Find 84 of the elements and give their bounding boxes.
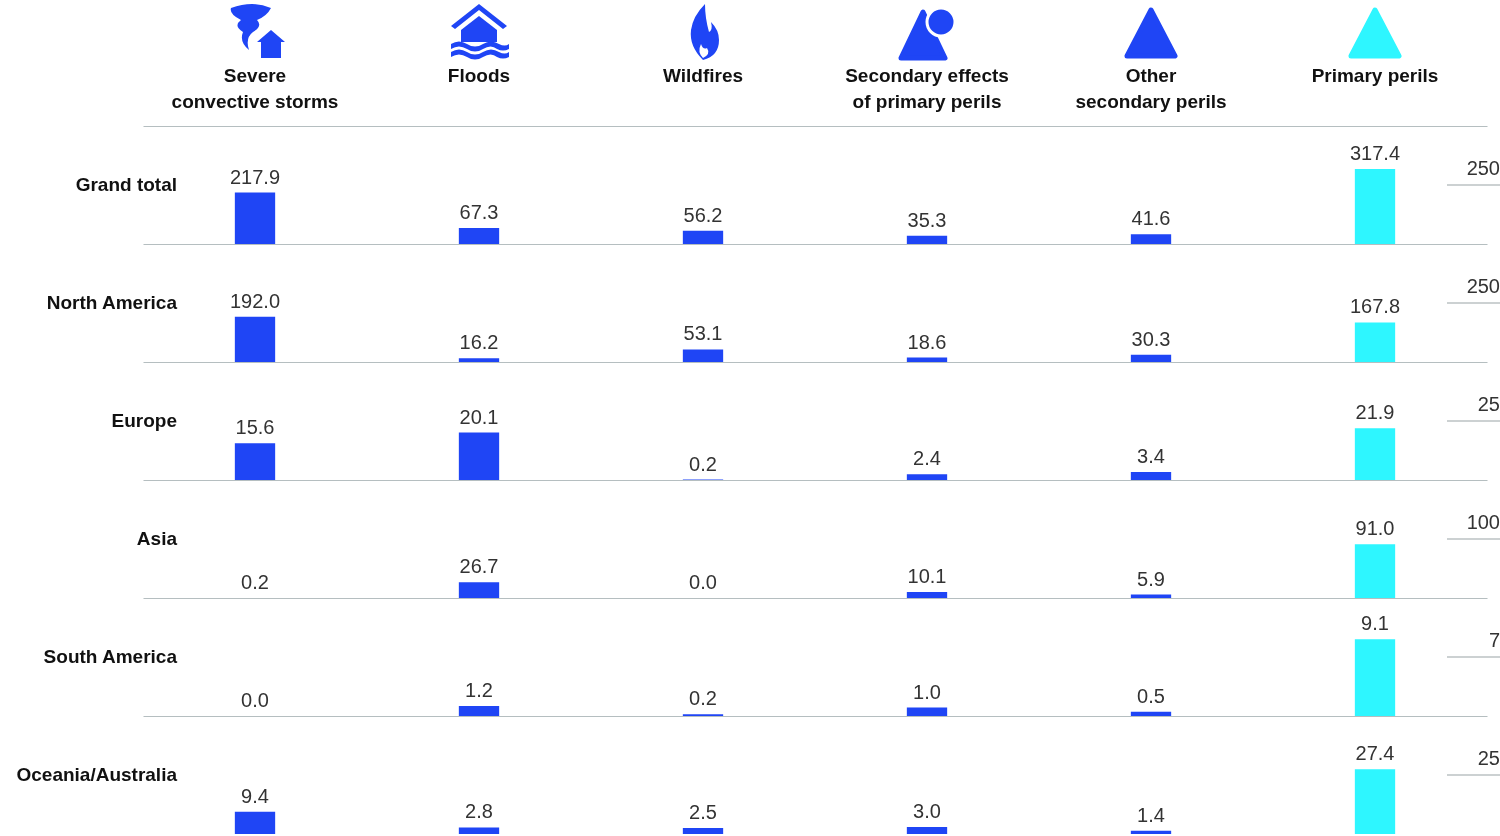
data-label: 0.2 [241,570,269,593]
chart-title: Grand total [75,174,177,195]
bar [1354,169,1396,244]
ref-line-label: 250 [1466,157,1500,179]
data-label: 20.1 [459,405,499,428]
data-label: 0.0 [241,689,269,711]
data-label: 26.7 [459,555,499,578]
bar [1130,711,1172,716]
data-label: 41.6 [1131,207,1171,230]
data-label: 2.5 [689,801,717,824]
bar [1130,234,1172,244]
bar [234,316,276,362]
ref-line-label: 250 [1466,275,1500,297]
bar [1354,639,1396,716]
bar [1130,830,1172,834]
data-label: 1.4 [1137,803,1165,826]
data-label: 18.6 [907,330,947,353]
data-label: 167.8 [1349,295,1401,318]
bar [682,349,724,362]
bar [682,828,724,834]
bar [682,230,724,244]
bar [458,358,500,362]
bar [458,228,500,244]
bar [906,592,948,598]
bar [906,826,948,834]
data-label: 9.4 [241,784,269,807]
x-tick-label: Severe convective storms [171,64,339,112]
data-label: 30.3 [1131,327,1171,350]
bar [458,582,500,598]
data-label: 91.0 [1355,517,1395,540]
bar [234,192,276,244]
bar [1130,354,1172,362]
ref-line-label: 100 [1466,511,1500,533]
data-label: 10.1 [907,565,947,588]
bar [906,357,948,362]
data-label: 3.0 [913,799,941,822]
data-label: 15.6 [235,416,275,439]
x-tick-label: Secondary effects of primary perils [845,64,1009,112]
ref-line-label: 7 [1488,629,1500,651]
data-label: 56.2 [683,203,723,226]
bar [458,432,500,480]
data-label: 2.4 [913,447,941,470]
data-label: 9.1 [1361,612,1389,635]
bar [234,811,276,834]
bar [458,705,500,716]
ref-line-label: 25 [1477,393,1500,415]
data-label: 67.3 [459,201,499,224]
chart-title: Europe [111,410,177,431]
data-label: 5.9 [1137,567,1165,590]
data-label: 1.0 [913,680,941,703]
x-tick-label: Primary perils [1311,64,1439,86]
data-label: 0.0 [689,571,717,593]
data-label: 0.5 [1137,684,1165,707]
bar [458,827,500,834]
data-label: 16.2 [459,331,499,354]
data-label: 53.1 [683,322,723,345]
data-label: 192.0 [229,289,281,312]
x-tick-label: Wildfires [662,64,744,86]
bar [906,474,948,480]
bar [1130,471,1172,480]
bar [906,235,948,244]
x-tick-label: Floods [447,64,511,86]
chart-title: Oceania/Australia [16,764,178,785]
bar [1354,428,1396,480]
chart-title: North America [46,292,178,313]
data-label: 3.4 [1137,444,1165,467]
bar [234,443,276,480]
data-label: 217.9 [229,165,281,188]
chart-title: South America [43,646,178,667]
bar [1354,322,1396,362]
data-label: 21.9 [1355,401,1395,424]
chart-title: Asia [136,528,178,549]
data-label: 317.4 [1349,142,1401,165]
data-label: 35.3 [907,208,947,231]
bar [1354,769,1396,834]
data-label: 0.2 [689,452,717,475]
data-label: 1.2 [465,678,493,701]
ref-line-label: 25 [1477,747,1500,769]
data-label: 27.4 [1355,742,1395,765]
data-label: 0.2 [689,687,717,710]
x-tick-label: Other secondary perils [1075,64,1227,112]
bar [906,707,948,716]
data-label: 2.8 [465,800,493,823]
bar [1354,544,1396,598]
